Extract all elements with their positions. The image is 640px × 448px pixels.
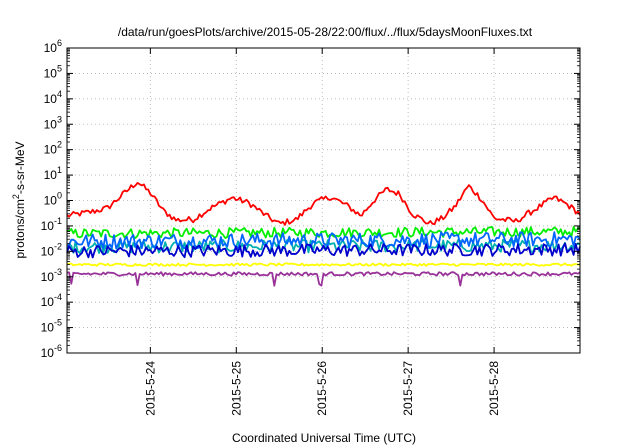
series-line-6 [66,271,581,287]
y-tick-label: 104 [44,89,62,106]
y-tick-label: 10-3 [41,267,62,284]
y-tick-label: 100 [44,191,62,208]
y-tick-label: 10-4 [41,292,62,309]
x-tick-label: 2015-5-24 [143,361,157,416]
y-tick-label: 10-1 [41,216,62,233]
series-line-4 [66,242,581,259]
y-axis-label-part1: protons/cm [13,199,27,258]
y-tick-label: 101 [44,165,62,182]
y-axis-label-exponent: 2 [11,194,21,199]
x-tick-label: 2015-5-26 [315,361,329,416]
x-tick-label: 2015-5-28 [487,361,501,416]
series-line-3 [66,231,581,250]
x-axis: 2015-5-24 2015-5-25 2015-5-26 2015-5-27 2015… [143,48,501,416]
y-tick-label: 105 [44,63,62,80]
series-line-1 [66,226,581,239]
series-group [66,182,581,287]
y-axis-label-part2: -s-sr-MeV [13,141,27,194]
y-tick-label: 106 [44,38,62,55]
y-tick-label: 103 [44,114,62,131]
y-tick-label: 10-5 [41,318,62,335]
y-tick-label: 102 [44,140,62,157]
series-line-0 [66,182,581,226]
y-axis-label: protons/cm2-s-sr-MeV [11,141,27,258]
x-tick-label: 2015-5-25 [229,361,243,416]
y-tick-label: 10-2 [41,241,62,258]
x-axis-label: Coordinated Universal Time (UTC) [232,431,416,445]
y-axis: 10-6 10-5 10-4 10-3 10-2 10-1 100 101 102 103 104 1… [41,38,580,360]
series-line-5 [66,262,581,267]
x-tick-label: 2015-5-27 [401,361,415,416]
grid-lines [67,48,580,353]
chart-title: /data/run/goesPlots/archive/2015-05-28/2… [118,25,533,39]
y-tick-label: 10-6 [41,343,62,360]
